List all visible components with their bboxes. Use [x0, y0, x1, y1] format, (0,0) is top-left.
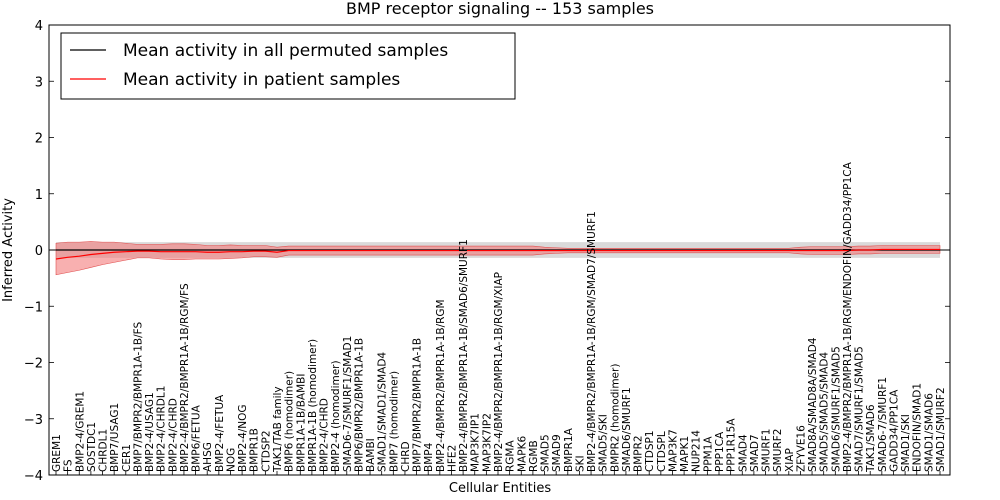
x-tick-label: SMAD8A/SMAD8A/SMAD4 — [807, 337, 819, 472]
x-tick-label: SMAD6-7/SMURF1 — [877, 377, 889, 472]
x-tick-label: TAK1/TAB family — [272, 386, 284, 473]
x-tick-label: ENDOFIN/SMAD1 — [912, 383, 924, 472]
x-tick-label: CTDSPL — [656, 431, 668, 472]
x-tick-label: BMP7 (homodimer) — [388, 371, 400, 472]
x-tick-label: BAMBI — [365, 438, 377, 472]
legend-label-permuted: Mean activity in all permuted samples — [123, 41, 448, 61]
x-tick-label: BMP2-4/BMPR2/BMPR1A-1B/RGM/FS — [179, 283, 191, 472]
x-tick-label: BMP6/BMPR2/BMPR1A-1B — [353, 338, 365, 472]
x-tick-label: PPM1A — [702, 436, 714, 472]
x-tick-label: FS — [63, 459, 75, 472]
x-tick-label: XIAP — [784, 448, 796, 472]
y-axis-label: Inferred Activity — [1, 198, 16, 302]
x-tick-label: BMPR1A-1B/BAMBI — [295, 374, 307, 472]
x-tick-label: BMP2-4/BMPR2/BMPR1A-1B/RGM — [435, 299, 447, 472]
x-tick-label: MAP3K7IP1 — [470, 413, 482, 472]
x-tick-label: SMAD4 — [737, 434, 749, 472]
x-tick-label: BMPR2 (homodimer) — [609, 364, 621, 472]
y-tick-label: −3 — [24, 413, 43, 428]
x-tick-label: BMP2-4/BMPR2/BMPR1A-1B/RGM/ENDOFIN/GADD3… — [842, 161, 854, 472]
x-tick-label: BMP7/BMPR2/BMPR1A-1B — [412, 338, 424, 472]
x-tick-label: NOG — [225, 448, 237, 472]
x-tick-label: BMP2-4/CHRD — [319, 398, 331, 472]
x-tick-label: SMAD1/SMURF2 — [935, 387, 947, 472]
x-tick-label: GREM1 — [51, 434, 63, 472]
x-tick-label: SMAD5/SKI — [598, 414, 610, 472]
x-tick-label: BMPR1B — [249, 428, 261, 472]
x-tick-label: HFE2 — [446, 445, 458, 472]
legend-label-patient: Mean activity in patient samples — [123, 70, 400, 90]
y-tick-label: 2 — [35, 132, 43, 147]
x-tick-label: BMP2-4/CHRD — [167, 398, 179, 472]
x-tick-label: SMURF2 — [772, 429, 784, 472]
x-tick-label: BMP7/BMPR2/BMPR1A-1B/FS — [132, 321, 144, 472]
x-tick-label: BMP2-4/USAG1 — [144, 392, 156, 472]
x-tick-label: CHRD — [400, 441, 412, 472]
x-tick-label: BMP6 (homodimer) — [284, 371, 296, 472]
y-tick-label: −1 — [24, 300, 43, 315]
x-tick-label: PPP1R15A — [726, 418, 738, 472]
x-tick-label: SMAD5/SMAD5/SMAD4 — [819, 352, 831, 472]
x-tick-label: MAPK6 — [516, 436, 528, 472]
x-tick-label: CER1 — [121, 444, 133, 472]
x-tick-label: BMP4 — [423, 442, 435, 472]
x-tick-label: CHRDL1 — [98, 429, 110, 472]
x-tick-label: BMP7/USAG1 — [109, 403, 121, 472]
x-tick-label: SMAD6-7/SMURF1/SMAD1 — [342, 336, 354, 472]
x-tick-label: SMAD1/SMAD6 — [923, 393, 935, 472]
plot-area — [49, 241, 950, 276]
y-tick-label: 1 — [35, 188, 43, 203]
x-tick-label: RGMA — [505, 440, 517, 472]
x-tick-label: BMP2-4/NOG — [237, 404, 249, 472]
x-tick-label: SMAD1/SMAD1/SMAD4 — [377, 352, 389, 472]
x-tick-label: BMP2-4/FETUA — [214, 394, 226, 472]
x-tick-label: BMP2-4 (homodimer) — [330, 360, 342, 472]
x-tick-label: BMP2-4/BMPR2/BMPR1A-1B/SMAD6/SMURF1 — [458, 239, 470, 472]
x-tick-label: SMAD6/SMURF1/SMAD5 — [830, 346, 842, 472]
chart-title: BMP receptor signaling -- 153 samples — [346, 0, 654, 18]
x-tick-label: BMP2-4/CHRDL1 — [156, 386, 168, 472]
x-tick-label: BMPR1A-1B (homodimer) — [307, 339, 319, 472]
y-tick-label: −4 — [24, 469, 43, 484]
x-tick-label: BMPR1A — [563, 427, 575, 472]
x-tick-label: SMAD6/SMURF1 — [621, 387, 633, 472]
x-tick-label: ZFYVE16 — [795, 425, 807, 472]
x-tick-label: MAP3K7 — [667, 429, 679, 472]
x-tick-label: SMAD7 — [749, 434, 761, 472]
x-tick-label: BMP2-4/BMPR2/BMPR1A-1B/RGM/SMAD7/SMURF1 — [586, 211, 598, 472]
x-axis-label: Cellular Entities — [449, 481, 551, 496]
axes: GREM1 FS BMP2-4/GREM1 SOSTDC1 CHRDL1 BMP7/USA… — [24, 19, 951, 484]
x-tick-label: CTDSP2 — [260, 430, 272, 472]
legend-box — [60, 32, 516, 100]
y-tick-label: 3 — [35, 75, 43, 90]
x-tick-label: CTDSP1 — [644, 430, 656, 472]
x-tick-label: SMAD9 — [551, 434, 563, 472]
axes-frame — [48, 24, 951, 476]
x-tick-label: NUP214 — [691, 430, 703, 472]
x-tick-label: BMP6/FETUA — [191, 404, 203, 472]
y-tick-label: 0 — [35, 244, 43, 259]
x-tick-label: GADD34/PP1CA — [888, 389, 900, 472]
x-tick-label: TAK1/SMAD6 — [865, 404, 877, 473]
x-tick-label: SMAD5 — [540, 434, 552, 472]
x-tick-label: SMAD1/SKI — [900, 414, 912, 472]
x-tick-label: SMURF1 — [761, 429, 773, 472]
x-tick-label: SOSTDC1 — [86, 422, 98, 472]
y-tick-label: −2 — [24, 357, 43, 372]
x-tick-label: BMP2-4/GREM1 — [74, 391, 86, 472]
x-tick-label: BMP2-4/BMPR2/BMPR1A-1B/RGM/XIAP — [493, 272, 505, 472]
x-tick-label: SMAD7/SMURF1/SMAD5 — [854, 346, 866, 472]
x-tick-label: MAPK1 — [679, 436, 691, 472]
x-tick-label: MAP3K7IP2 — [481, 413, 493, 472]
x-tick-label: BMPR2 — [633, 435, 645, 472]
x-tick-label: PPP1CA — [714, 431, 726, 472]
x-tick-label: RGMB — [528, 440, 540, 472]
x-tick-label: SKI — [574, 455, 586, 472]
patient-mean-line — [55, 248, 940, 260]
y-tick-label: 4 — [35, 19, 43, 34]
legend: Mean activity in all permuted samples Me… — [60, 32, 516, 100]
x-tick-label: AHSG — [202, 442, 214, 472]
